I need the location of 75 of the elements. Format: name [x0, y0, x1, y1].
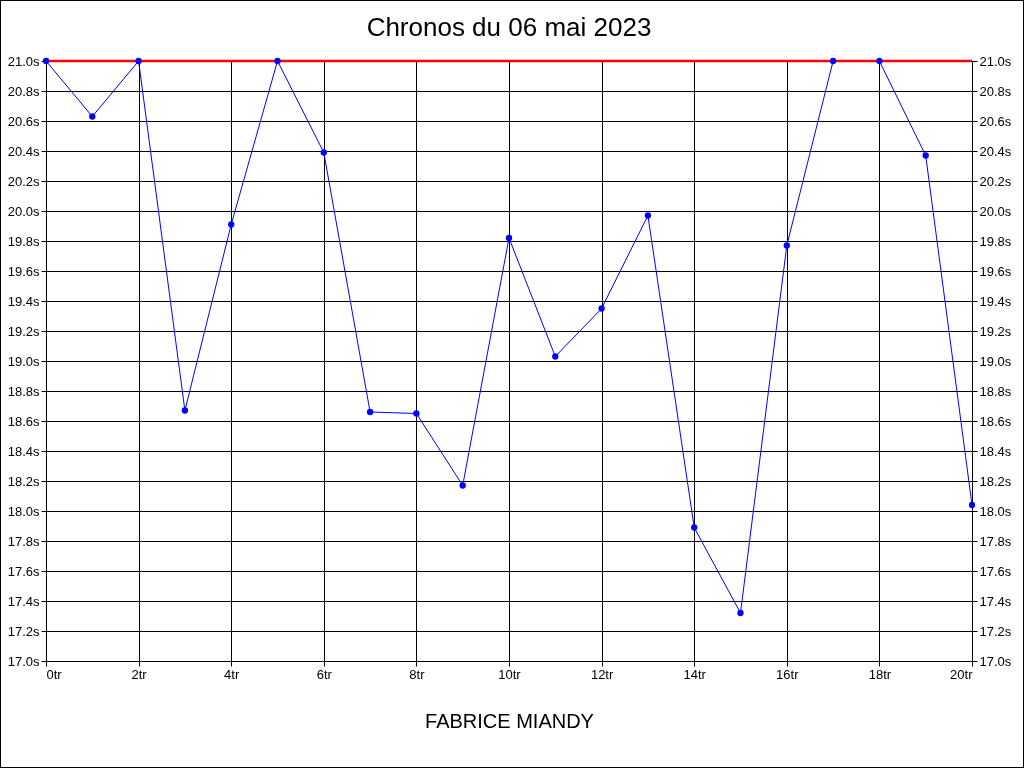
y2-tick-label: 17.0s	[979, 653, 1012, 669]
y-tick-label: 19.0s	[7, 353, 40, 369]
x-tick-label: 0tr	[46, 666, 63, 682]
y2-tick-label: 19.0s	[979, 353, 1012, 369]
y2-tick-label: 19.8s	[979, 233, 1012, 249]
point	[413, 410, 420, 417]
x-tick-label: 8tr	[409, 666, 426, 682]
x-tick-label: 6tr	[316, 666, 333, 682]
y-tick-label: 20.4s	[7, 143, 40, 159]
y2-tick-label: 20.0s	[979, 203, 1012, 219]
point	[691, 524, 698, 531]
x-tick-label: 12tr	[590, 666, 614, 682]
y-tick-label: 18.8s	[7, 383, 40, 399]
y2-tick-label: 17.4s	[979, 593, 1012, 609]
y2-tick-label: 20.8s	[979, 83, 1012, 99]
y-tick-label: 20.0s	[7, 203, 40, 219]
x-tick-label: 14tr	[683, 666, 707, 682]
y2-tick-label: 19.4s	[979, 293, 1012, 309]
y-tick-label: 17.2s	[7, 623, 40, 639]
point	[228, 221, 235, 228]
y2-tick-label: 21.0s	[979, 53, 1012, 69]
y-tick-label: 18.4s	[7, 443, 40, 459]
x-tick-label: 4tr	[224, 666, 240, 682]
y-tick-label: 18.2s	[7, 473, 40, 489]
point	[505, 234, 513, 242]
point	[459, 482, 466, 489]
y2-tick-label: 17.8s	[979, 533, 1012, 549]
point	[552, 353, 559, 360]
y2-tick-label: 19.2s	[979, 323, 1012, 339]
point	[181, 407, 189, 414]
x-tick-label: 2tr	[131, 666, 148, 682]
y2-tick-label: 20.6s	[979, 113, 1012, 129]
y-tick-label: 18.0s	[7, 503, 40, 519]
y-tick-label: 17.6s	[7, 563, 40, 579]
y-tick-label: 20.2s	[7, 173, 40, 189]
y-tick-label: 18.6s	[7, 413, 40, 429]
y-tick-label: 19.8s	[7, 233, 40, 249]
y-tick-label: 20.6s	[7, 113, 40, 129]
point	[922, 152, 929, 159]
point	[783, 242, 790, 249]
point	[135, 57, 142, 65]
y-tick-label: 19.2s	[7, 323, 40, 339]
chart-title: Chronos du 06 mai 2023	[366, 12, 652, 42]
point	[320, 149, 327, 156]
point	[274, 57, 281, 65]
y-tick-label: 17.4s	[7, 593, 40, 609]
y2-tick-label: 17.2s	[979, 623, 1012, 639]
y2-tick-label: 18.4s	[979, 443, 1012, 459]
y-tick-label: 19.4s	[7, 293, 40, 309]
point	[366, 408, 374, 416]
y-tick-label: 21.0s	[7, 53, 40, 69]
y2-tick-label: 20.4s	[979, 143, 1012, 159]
y2-tick-label: 20.2s	[979, 173, 1012, 189]
point	[598, 305, 605, 312]
point	[42, 57, 50, 65]
y2-tick-label: 18.2s	[979, 473, 1012, 489]
y-tick-label: 20.8s	[7, 83, 40, 99]
x-tick-label: 20tr	[950, 666, 974, 682]
y2-tick-label: 19.6s	[979, 263, 1012, 279]
point	[644, 212, 652, 219]
point	[876, 57, 883, 65]
point	[737, 609, 744, 617]
y2-tick-label: 18.6s	[979, 413, 1012, 429]
x-tick-label: 10tr	[498, 666, 522, 682]
point	[829, 57, 837, 65]
y2-tick-label: 18.0s	[979, 503, 1012, 519]
y-tick-label: 17.0s	[7, 653, 40, 669]
y-tick-label: 17.8s	[7, 533, 40, 549]
point	[89, 113, 96, 120]
x-tick-label: 18tr	[868, 666, 892, 682]
x-axis-title: FABRICE MIANDY	[425, 709, 594, 732]
y2-tick-label: 17.6s	[979, 563, 1012, 579]
y2-tick-label: 18.8s	[979, 383, 1012, 399]
x-tick-label: 16tr	[776, 666, 800, 682]
y-tick-label: 19.6s	[7, 263, 40, 279]
